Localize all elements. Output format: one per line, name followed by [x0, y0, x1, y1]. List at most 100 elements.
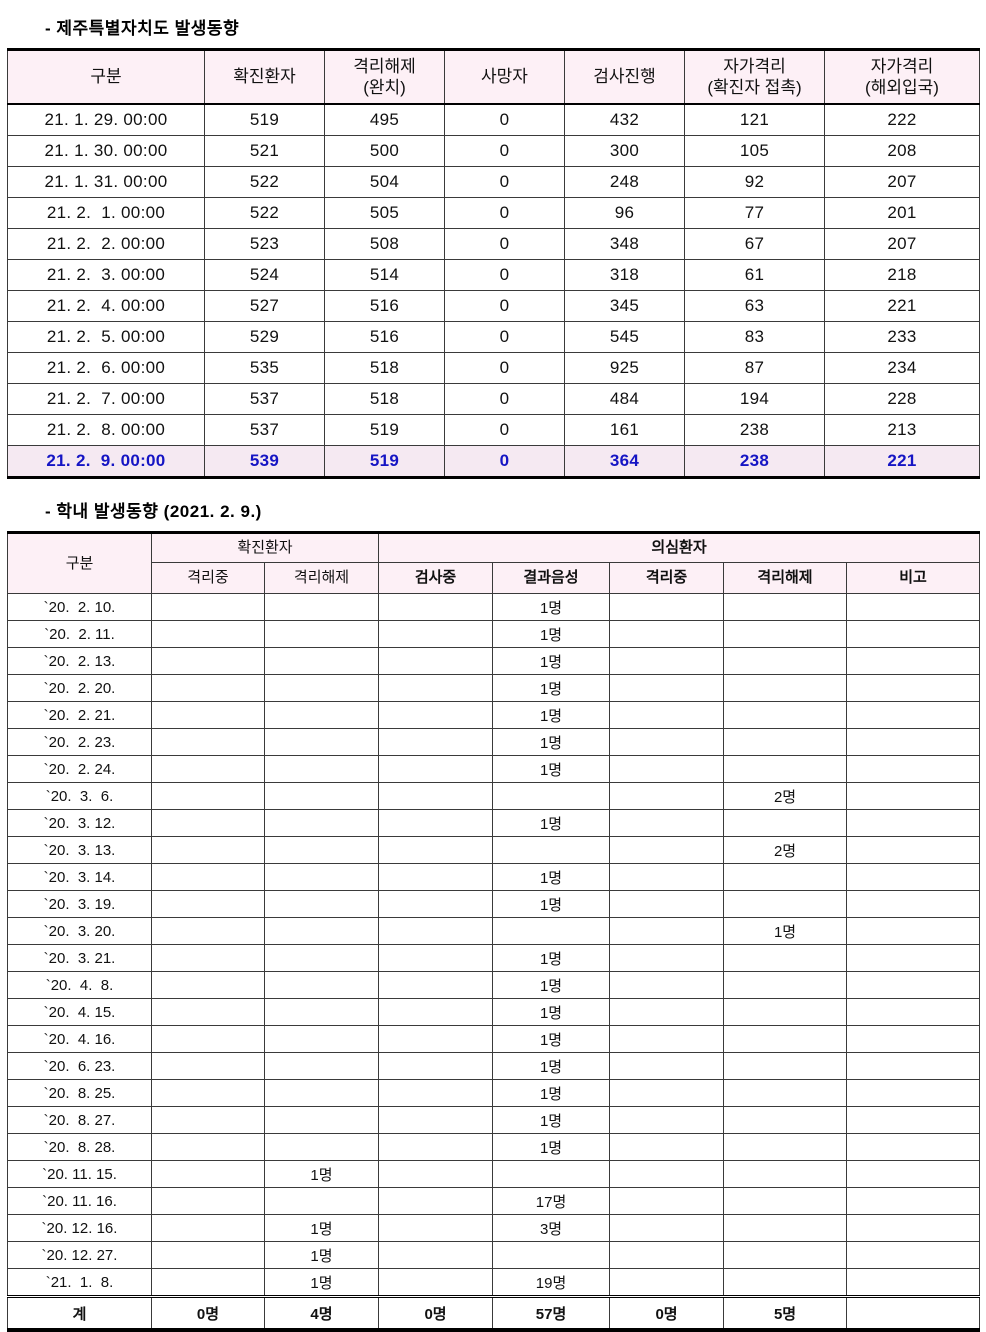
- value-cell: [263, 755, 380, 783]
- table-row: `20. 11. 16. 17명: [7, 1187, 981, 1215]
- value-cell: 1명: [492, 1106, 611, 1134]
- date-cell: `20. 3. 13.: [7, 836, 152, 864]
- value-cell: 345: [564, 290, 685, 322]
- value-cell: [723, 728, 848, 756]
- table-row: 21. 2. 1. 00:00 522 505 0 96 77 201: [7, 197, 980, 229]
- date-cell: 21. 2. 2. 00:00: [7, 228, 205, 260]
- col-header-confirmed-quarantine: 격리중: [151, 562, 265, 594]
- value-cell: [846, 647, 981, 675]
- value-cell: 194: [684, 383, 825, 415]
- total-value-cell: 4명: [263, 1295, 380, 1331]
- value-cell: [723, 1241, 848, 1269]
- value-cell: [609, 1241, 725, 1269]
- value-cell: 529: [204, 321, 325, 353]
- value-cell: [378, 1187, 494, 1215]
- date-cell: `20. 3. 19.: [7, 890, 152, 918]
- table-row: `20. 3. 21. 1명: [7, 944, 981, 972]
- date-cell: `20. 3. 12.: [7, 809, 152, 837]
- value-cell: [263, 890, 380, 918]
- value-cell: 0: [444, 135, 565, 167]
- table-row: `20. 2. 10. 1명: [7, 593, 981, 621]
- value-cell: [151, 1160, 265, 1188]
- col-header-suspected-released: 격리해제: [723, 562, 848, 594]
- value-cell: [723, 1160, 848, 1188]
- date-cell: 21. 1. 30. 00:00: [7, 135, 205, 167]
- date-cell: 21. 2. 4. 00:00: [7, 290, 205, 322]
- value-cell: 1명: [492, 728, 611, 756]
- col-header-selfq-overseas: 자가격리 (해외입국): [824, 49, 980, 105]
- value-cell: [846, 944, 981, 972]
- col-header-confirmed-released: 격리해제: [263, 562, 380, 594]
- table-row: `20. 3. 19. 1명: [7, 890, 981, 918]
- value-cell: [263, 1052, 380, 1080]
- header-row-subs: 격리중 격리해제 검사중 결과음성 격리중 격리해제 비고: [8, 562, 981, 594]
- value-cell: [263, 917, 380, 945]
- table-row: 21. 2. 3. 00:00 524 514 0 318 61 218: [7, 259, 980, 291]
- value-cell: 519: [324, 445, 445, 478]
- value-cell: [846, 755, 981, 783]
- total-value-cell: 0명: [378, 1295, 494, 1331]
- date-cell: `20. 3. 21.: [7, 944, 152, 972]
- value-cell: [723, 1133, 848, 1161]
- value-cell: 207: [824, 228, 980, 260]
- value-cell: 508: [324, 228, 445, 260]
- value-cell: 121: [684, 103, 825, 136]
- value-cell: 539: [204, 445, 325, 478]
- table-row: 21. 2. 6. 00:00 535 518 0 925 87 234: [7, 352, 980, 384]
- value-cell: 527: [204, 290, 325, 322]
- value-cell: [846, 1160, 981, 1188]
- value-cell: [723, 1268, 848, 1297]
- value-cell: [846, 1025, 981, 1053]
- value-cell: 1명: [492, 647, 611, 675]
- value-cell: 1명: [492, 863, 611, 891]
- value-cell: [609, 1079, 725, 1107]
- value-cell: 364: [564, 445, 685, 478]
- value-cell: 1명: [492, 593, 611, 621]
- value-cell: [151, 1133, 265, 1161]
- value-cell: [609, 755, 725, 783]
- value-cell: [263, 1133, 380, 1161]
- date-cell: `20. 11. 15.: [7, 1160, 152, 1188]
- value-cell: [723, 863, 848, 891]
- value-cell: [263, 593, 380, 621]
- date-cell: `20. 2. 23.: [7, 728, 152, 756]
- value-cell: [151, 755, 265, 783]
- value-cell: 0: [444, 259, 565, 291]
- value-cell: [378, 809, 494, 837]
- value-cell: [846, 1268, 981, 1297]
- value-cell: [609, 863, 725, 891]
- total-value-cell: 0명: [609, 1295, 725, 1331]
- value-cell: [263, 863, 380, 891]
- value-cell: 2명: [723, 836, 848, 864]
- value-cell: [263, 647, 380, 675]
- date-cell: `20. 2. 13.: [7, 647, 152, 675]
- date-cell: `20. 6. 23.: [7, 1052, 152, 1080]
- value-cell: 0: [444, 103, 565, 136]
- value-cell: 0: [444, 290, 565, 322]
- value-cell: [609, 782, 725, 810]
- value-cell: 514: [324, 259, 445, 291]
- value-cell: [723, 998, 848, 1026]
- value-cell: [846, 1106, 981, 1134]
- value-cell: [609, 971, 725, 999]
- value-cell: [151, 728, 265, 756]
- table-row: 21. 2. 9. 00:00 539 519 0 364 238 221: [7, 445, 980, 478]
- value-cell: [378, 647, 494, 675]
- table-row: `20. 3. 14. 1명: [7, 863, 981, 891]
- value-cell: 1명: [492, 1079, 611, 1107]
- value-cell: [846, 890, 981, 918]
- value-cell: 0: [444, 383, 565, 415]
- value-cell: [492, 782, 611, 810]
- value-cell: 0: [444, 445, 565, 478]
- value-cell: [609, 944, 725, 972]
- date-cell: `20. 11. 16.: [7, 1187, 152, 1215]
- value-cell: [609, 917, 725, 945]
- date-cell: `20. 4. 15.: [7, 998, 152, 1026]
- value-cell: 518: [324, 383, 445, 415]
- value-cell: 516: [324, 321, 445, 353]
- date-cell: `20. 8. 27.: [7, 1106, 152, 1134]
- value-cell: [378, 917, 494, 945]
- value-cell: [492, 1160, 611, 1188]
- date-cell: `20. 12. 27.: [7, 1241, 152, 1269]
- value-cell: [378, 1160, 494, 1188]
